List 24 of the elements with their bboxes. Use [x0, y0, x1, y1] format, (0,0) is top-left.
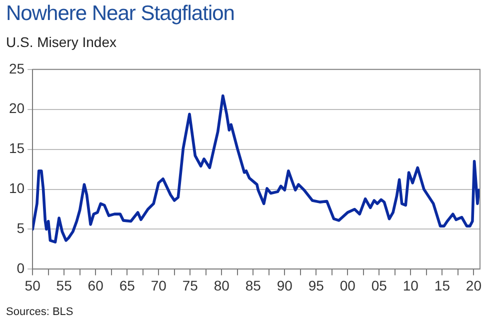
y-tick-label: 20: [8, 100, 25, 116]
y-tick-label: 10: [8, 180, 25, 196]
x-tick-label: 80: [214, 277, 230, 294]
x-tick-label: 00: [340, 277, 356, 294]
chart-title: Nowhere Near Stagflation: [6, 2, 234, 26]
x-tick-label: 10: [402, 277, 419, 294]
x-tick-label: 15: [434, 277, 450, 294]
y-tick-label: 25: [8, 60, 25, 76]
x-tick-label: 05: [371, 277, 388, 294]
x-tick-label: 90: [276, 277, 293, 294]
y-tick-label: 5: [16, 220, 25, 236]
x-tick-label: 95: [308, 277, 324, 294]
x-tick-label: 60: [88, 277, 104, 294]
chart-subtitle: U.S. Misery Index: [6, 34, 116, 50]
x-tick-label: 65: [119, 277, 136, 294]
x-tick-label: 50: [24, 277, 41, 294]
x-tick-label: 70: [150, 277, 167, 294]
y-tick-label: 0: [16, 260, 25, 276]
source-note: Sources: BLS: [6, 306, 74, 318]
x-tick-label: 75: [182, 277, 198, 294]
x-tick-label: 85: [245, 277, 262, 294]
x-tick-label: 20: [466, 277, 482, 294]
x-tick-label: 55: [56, 277, 72, 294]
y-tick-label: 15: [8, 140, 25, 156]
